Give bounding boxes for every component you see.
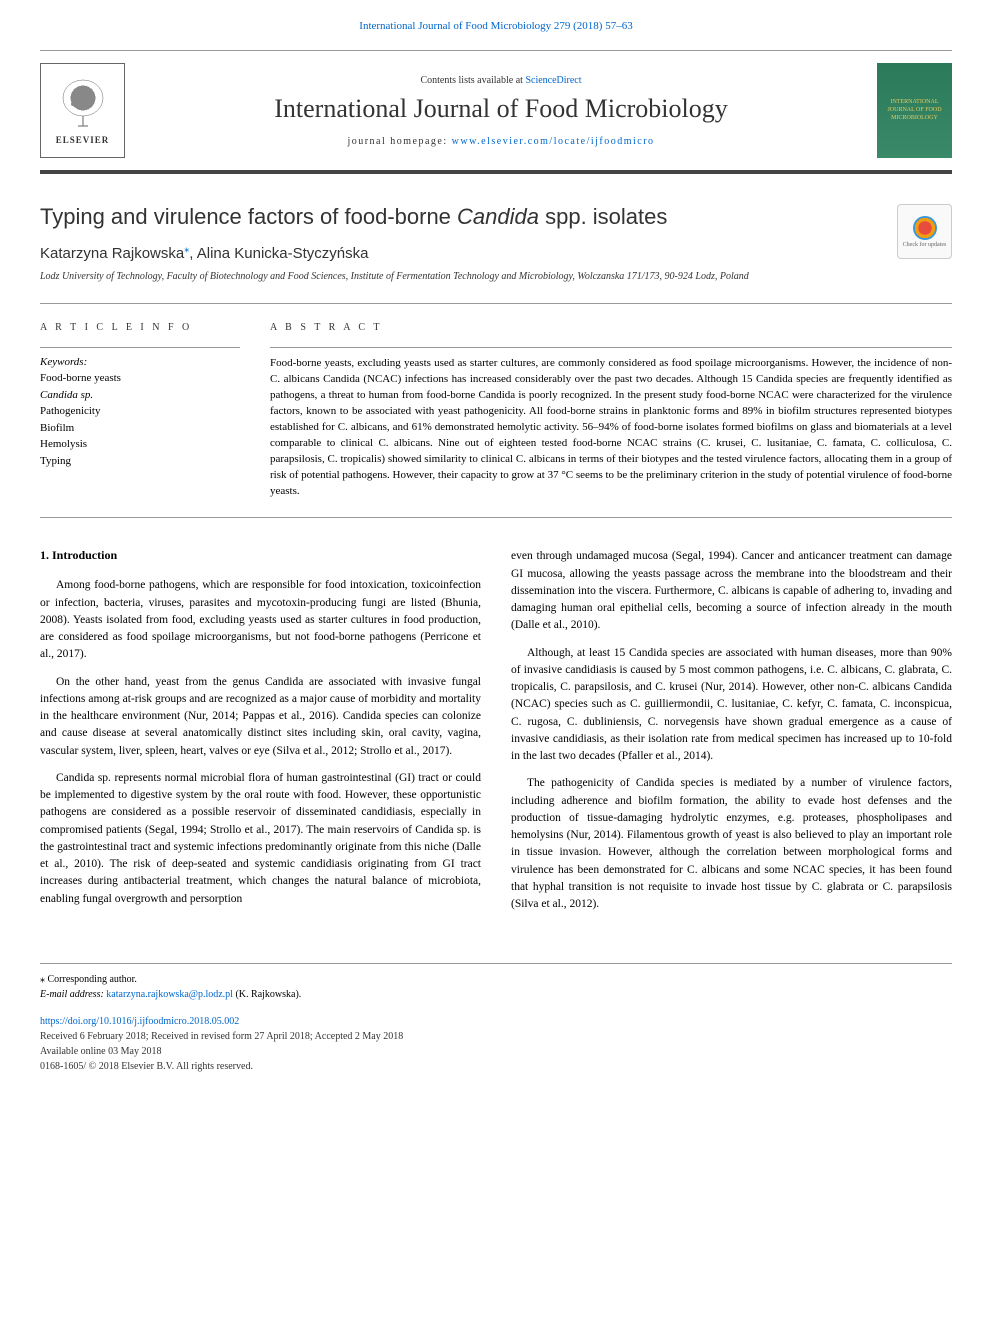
keyword-item: Candida sp. <box>40 387 240 404</box>
title-post: spp. isolates <box>539 204 667 229</box>
abstract-divider <box>270 347 952 348</box>
doi-link[interactable]: https://doi.org/10.1016/j.ijfoodmicro.20… <box>40 1016 239 1027</box>
affiliation: Lodz University of Technology, Faculty o… <box>40 270 952 283</box>
article-info-heading: A R T I C L E I N F O <box>40 322 240 333</box>
journal-homepage: journal homepage: www.elsevier.com/locat… <box>125 136 877 147</box>
body-col-left: 1. Introduction Among food-borne pathoge… <box>40 548 481 923</box>
article-info-col: A R T I C L E I N F O Keywords: Food-bor… <box>40 322 240 499</box>
homepage-link[interactable]: www.elsevier.com/locate/ijfoodmicro <box>452 136 655 147</box>
contents-prefix: Contents lists available at <box>420 75 525 86</box>
elsevier-logo: ELSEVIER <box>40 63 125 158</box>
footer-available: Available online 03 May 2018 <box>40 1044 952 1059</box>
article-title: Typing and virulence factors of food-bor… <box>40 204 952 230</box>
keywords-label: Keywords: <box>40 356 240 368</box>
title-em: Candida <box>457 204 539 229</box>
body-para: The pathogenicity of Candida species is … <box>511 775 952 913</box>
body-para: Although, at least 15 Candida species ar… <box>511 645 952 766</box>
keyword-item: Food-borne yeasts <box>40 370 240 387</box>
journal-title: International Journal of Food Microbiolo… <box>125 94 877 124</box>
journal-citation-link[interactable]: International Journal of Food Microbiolo… <box>359 20 632 32</box>
info-divider <box>40 347 240 348</box>
body-para: even through undamaged mucosa (Segal, 19… <box>511 548 952 634</box>
corresponding-author: ⁎ Corresponding author. <box>40 972 952 987</box>
email-line: E-mail address: katarzyna.rajkowska@p.lo… <box>40 987 952 1002</box>
check-updates-label: Check for updates <box>903 242 947 248</box>
crossmark-icon <box>913 216 937 240</box>
intro-heading: 1. Introduction <box>40 548 481 563</box>
footer-dates: Received 6 February 2018; Received in re… <box>40 1029 952 1044</box>
author-2: , Alina Kunicka-Styczyńska <box>189 245 368 262</box>
body-para: On the other hand, yeast from the genus … <box>40 674 481 760</box>
contents-available-text: Contents lists available at ScienceDirec… <box>125 75 877 86</box>
abstract-col: A B S T R A C T Food-borne yeasts, exclu… <box>270 322 952 499</box>
author-1: Katarzyna Rajkowska <box>40 245 184 262</box>
journal-header: ELSEVIER Contents lists available at Sci… <box>40 50 952 174</box>
divider-1 <box>40 303 952 304</box>
homepage-prefix: journal homepage: <box>347 136 451 147</box>
elsevier-label: ELSEVIER <box>56 135 110 145</box>
email-label: E-mail address: <box>40 989 106 1000</box>
journal-citation-top: International Journal of Food Microbiolo… <box>40 20 952 32</box>
cover-line3: MICROBIOLOGY <box>891 115 938 121</box>
doi-line: https://doi.org/10.1016/j.ijfoodmicro.20… <box>40 1014 952 1029</box>
body-para: Among food-borne pathogens, which are re… <box>40 577 481 663</box>
abstract-text: Food-borne yeasts, excluding yeasts used… <box>270 356 952 499</box>
check-updates-badge[interactable]: Check for updates <box>897 204 952 259</box>
keyword-item: Biofilm <box>40 420 240 437</box>
article-title-section: Check for updates Typing and virulence f… <box>40 204 952 283</box>
authors: Katarzyna Rajkowska⁎, Alina Kunicka-Styc… <box>40 244 952 262</box>
footer-section: ⁎ Corresponding author. E-mail address: … <box>40 963 952 1074</box>
journal-cover-thumbnail: INTERNATIONAL JOURNAL OF FOOD MICROBIOLO… <box>877 63 952 158</box>
cover-line1: INTERNATIONAL <box>891 99 939 105</box>
body-col-right: even through undamaged mucosa (Segal, 19… <box>511 548 952 923</box>
info-abstract-row: A R T I C L E I N F O Keywords: Food-bor… <box>40 322 952 499</box>
keyword-item: Hemolysis <box>40 436 240 453</box>
cover-line2: JOURNAL OF FOOD <box>887 107 941 113</box>
title-pre: Typing and virulence factors of food-bor… <box>40 204 457 229</box>
body-para: Candida sp. represents normal microbial … <box>40 770 481 908</box>
divider-2 <box>40 517 952 518</box>
keyword-item: Typing <box>40 453 240 470</box>
abstract-heading: A B S T R A C T <box>270 322 952 333</box>
sciencedirect-link[interactable]: ScienceDirect <box>525 75 581 86</box>
email-author: (K. Rajkowska). <box>233 989 301 1000</box>
body-columns: 1. Introduction Among food-borne pathoge… <box>40 548 952 923</box>
header-center: Contents lists available at ScienceDirec… <box>125 75 877 147</box>
footer-copyright: 0168-1605/ © 2018 Elsevier B.V. All righ… <box>40 1059 952 1074</box>
keyword-em: Candida sp. <box>40 389 93 401</box>
email-link[interactable]: katarzyna.rajkowska@p.lodz.pl <box>106 989 233 1000</box>
elsevier-tree-icon <box>58 76 108 131</box>
keyword-item: Pathogenicity <box>40 403 240 420</box>
